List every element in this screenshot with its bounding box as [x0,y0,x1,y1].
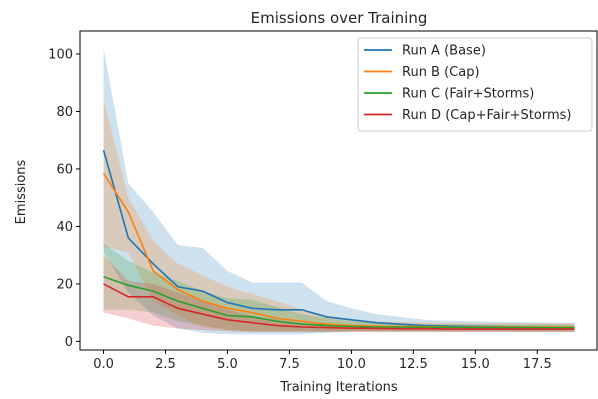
legend: Run A (Base) Run B (Cap) Run C (Fair+Storm… [357,37,593,132]
y-tick-label: 60 [56,162,73,177]
y-tick-label: 0 [65,335,73,350]
chart-title: Emissions over Training [251,9,428,27]
legend-label-run-a-base: Run A (Base) [402,44,486,59]
line-run-d-cap-fair-storms [103,283,575,330]
x-tick-label: 17.5 [523,357,552,372]
series-lines [102,150,575,330]
y-axis-label: Emissions [14,159,29,224]
y-tick-label: 80 [56,105,73,120]
band-run-a-base [103,48,575,335]
y-tick-label: 40 [56,220,73,235]
x-tick-label: 0.0 [93,357,114,372]
legend-label-run-d-cap-fair-storms: Run D (Cap+Fair+Storms) [402,108,572,123]
x-tick-label: 15.0 [461,357,490,372]
plot-frame [79,30,598,351]
x-axis-label: Training Iterations [279,380,398,395]
band-run-c-fair-storms [103,243,575,332]
x-tick-label: 12.5 [399,357,428,372]
x-tick-label: 5.0 [217,357,238,372]
y-tick-label: 20 [56,277,73,292]
x-axis-ticks: 0.0 2.5 5.0 7.5 10.0 12.5 15.0 17.5 [93,350,552,372]
line-run-c-fair-storms [103,275,575,329]
x-tick-label: 7.5 [279,357,300,372]
y-axis-ticks: 0 20 40 60 80 100 [48,47,80,350]
legend-label-run-c-fair-storms: Run C (Fair+Storms) [402,87,534,102]
x-tick-label: 10.0 [337,357,366,372]
legend-box [357,37,593,132]
legend-label-run-b-cap: Run B (Cap) [402,65,480,80]
y-tick-label: 100 [48,47,73,62]
x-tick-label: 2.5 [155,357,176,372]
